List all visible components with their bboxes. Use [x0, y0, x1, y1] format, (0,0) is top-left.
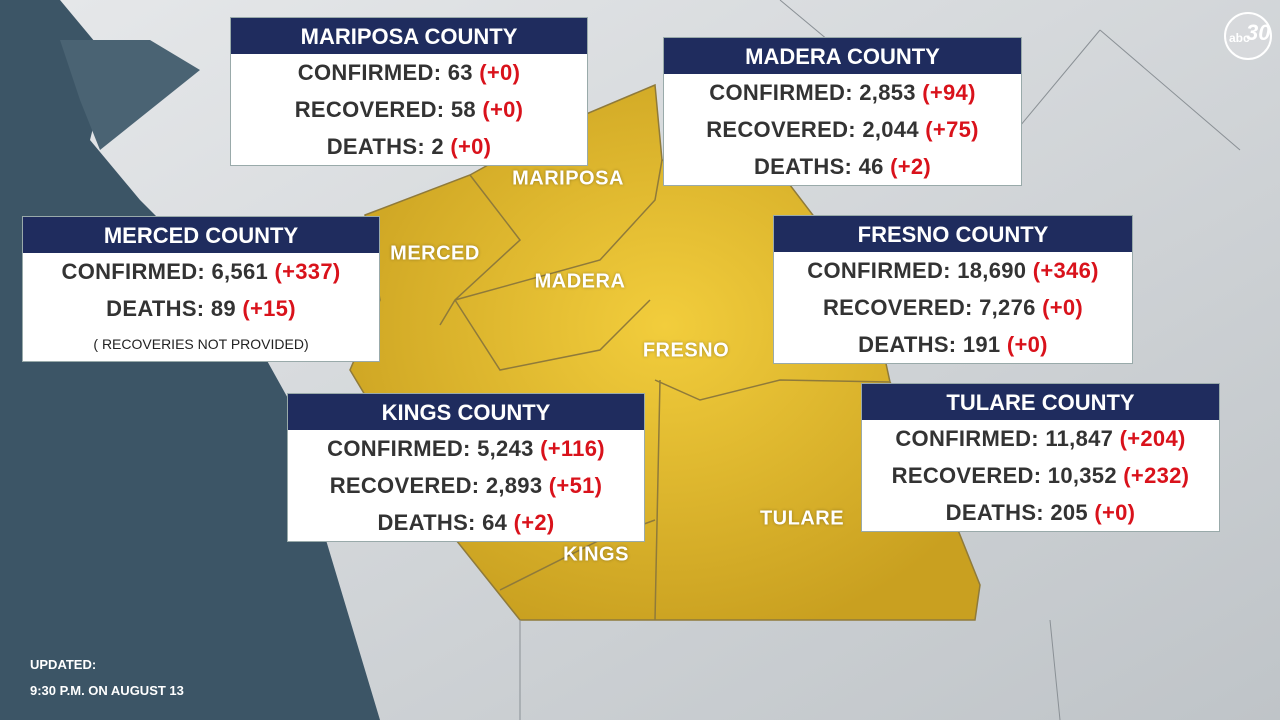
map-label: FRESNO — [642, 339, 730, 362]
stat-row: DEATHS: 89 (+15) — [23, 290, 379, 327]
stat-change: (+2) — [890, 154, 932, 179]
logo-network: abc — [1229, 31, 1250, 45]
stat-value: 18,690 — [957, 258, 1027, 283]
stat-change: (+0) — [1042, 295, 1084, 320]
county-box: MADERA COUNTY CONFIRMED: 2,853 (+94) RECOV… — [663, 37, 1022, 186]
stat-value: 58 — [450, 97, 476, 122]
stat-change: (+0) — [450, 134, 492, 159]
stat-label: CONFIRMED: — [327, 436, 471, 461]
stat-row: DEATHS: 191 (+0) — [774, 326, 1132, 363]
stat-value: 2 — [431, 134, 444, 159]
stat-change: (+0) — [1006, 332, 1048, 357]
stat-row: DEATHS: 205 (+0) — [862, 494, 1219, 531]
stat-change: (+75) — [925, 117, 979, 142]
county-box: KINGS COUNTY CONFIRMED: 5,243 (+116) RECOV… — [287, 393, 645, 542]
stat-row: CONFIRMED: 18,690 (+346) — [774, 252, 1132, 289]
stat-label: CONFIRMED: — [895, 426, 1039, 451]
map-label: TULARE — [759, 507, 845, 530]
stat-change: (+0) — [482, 97, 524, 122]
stat-row: DEATHS: 46 (+2) — [664, 148, 1021, 185]
county-box: MERCED COUNTY CONFIRMED: 6,561 (+337) DEAT… — [22, 216, 380, 362]
stat-change: (+232) — [1123, 463, 1190, 488]
stat-row: CONFIRMED: 5,243 (+116) — [288, 430, 644, 467]
logo-channel: 30 — [1246, 20, 1271, 45]
stat-label: RECOVERED: — [329, 473, 480, 498]
stat-value: 10,352 — [1047, 463, 1117, 488]
stat-row: RECOVERED: 2,893 (+51) — [288, 467, 644, 504]
stat-value: 2,853 — [859, 80, 916, 105]
stat-row: RECOVERED: 10,352 (+232) — [862, 457, 1219, 494]
stat-label: RECOVERED: — [822, 295, 973, 320]
stat-change: (+2) — [513, 510, 555, 535]
county-title: MADERA COUNTY — [664, 38, 1021, 74]
stat-row: CONFIRMED: 11,847 (+204) — [862, 420, 1219, 457]
stat-row: RECOVERED: 58 (+0) — [231, 91, 587, 128]
stat-row: RECOVERED: 7,276 (+0) — [774, 289, 1132, 326]
stat-label: DEATHS: — [377, 510, 476, 535]
stat-label: DEATHS: — [753, 154, 853, 179]
county-title: TULARE COUNTY — [862, 384, 1219, 420]
stat-change: (+204) — [1119, 426, 1186, 451]
county-box: MARIPOSA COUNTY CONFIRMED: 63 (+0) RECOVER… — [230, 17, 588, 166]
stat-value: 7,276 — [979, 295, 1036, 320]
stat-label: DEATHS: — [945, 500, 1044, 525]
stat-row: CONFIRMED: 2,853 (+94) — [664, 74, 1021, 111]
stat-change: (+15) — [242, 296, 296, 321]
map-label: MERCED — [390, 242, 480, 265]
stat-row: DEATHS: 2 (+0) — [231, 128, 587, 165]
county-title: MERCED COUNTY — [23, 217, 379, 253]
stat-value: 5,243 — [477, 436, 534, 461]
stat-label: CONFIRMED: — [297, 60, 442, 85]
stat-change: (+0) — [1094, 500, 1136, 525]
map-label: MARIPOSA — [512, 167, 624, 190]
stat-label: CONFIRMED: — [709, 80, 853, 105]
stat-label: DEATHS: — [858, 332, 957, 357]
county-box: FRESNO COUNTY CONFIRMED: 18,690 (+346) REC… — [773, 215, 1133, 364]
map-label: MADERA — [534, 270, 626, 293]
stat-label: DEATHS: — [326, 134, 425, 159]
stat-change: (+337) — [274, 259, 341, 284]
logo: abc 30 — [1224, 12, 1272, 60]
stat-value: 46 — [858, 154, 884, 179]
county-title: FRESNO COUNTY — [774, 216, 1132, 252]
stat-label: CONFIRMED: — [807, 258, 951, 283]
stat-value: 2,893 — [485, 473, 543, 498]
stat-label: DEATHS: — [106, 296, 205, 321]
stat-value: 6,561 — [211, 259, 269, 284]
stat-change: (+346) — [1032, 258, 1099, 283]
updated-time: 9:30 P.M. ON AUGUST 13 — [30, 683, 184, 698]
stat-label: RECOVERED: — [294, 97, 445, 122]
map-label: KINGS — [563, 543, 629, 566]
stat-value: 64 — [482, 510, 508, 535]
stat-row: CONFIRMED: 63 (+0) — [231, 54, 587, 91]
stat-label: CONFIRMED: — [61, 259, 206, 284]
stat-value: 191 — [962, 332, 1001, 357]
stat-label: RECOVERED: — [891, 463, 1042, 488]
stat-value: 2,044 — [862, 117, 919, 142]
county-title: MARIPOSA COUNTY — [231, 18, 587, 54]
stat-change: (+94) — [922, 80, 976, 105]
stat-change: (+51) — [548, 473, 603, 498]
updated-label: UPDATED: — [30, 657, 97, 672]
stat-row: DEATHS: 64 (+2) — [288, 504, 644, 541]
county-title: KINGS COUNTY — [288, 394, 644, 430]
stat-row: RECOVERED: 2,044 (+75) — [664, 111, 1021, 148]
county-box: TULARE COUNTY CONFIRMED: 11,847 (+204) REC… — [861, 383, 1220, 532]
stat-value: 63 — [447, 60, 473, 85]
stat-change: (+116) — [540, 436, 605, 461]
county-note: ( RECOVERIES NOT PROVIDED) — [93, 336, 309, 352]
stat-value: 11,847 — [1045, 426, 1114, 451]
stat-label: RECOVERED: — [706, 117, 856, 142]
stat-row: CONFIRMED: 6,561 (+337) — [23, 253, 379, 290]
stat-change: (+0) — [479, 60, 521, 85]
stat-value: 89 — [210, 296, 236, 321]
stat-value: 205 — [1050, 500, 1088, 525]
